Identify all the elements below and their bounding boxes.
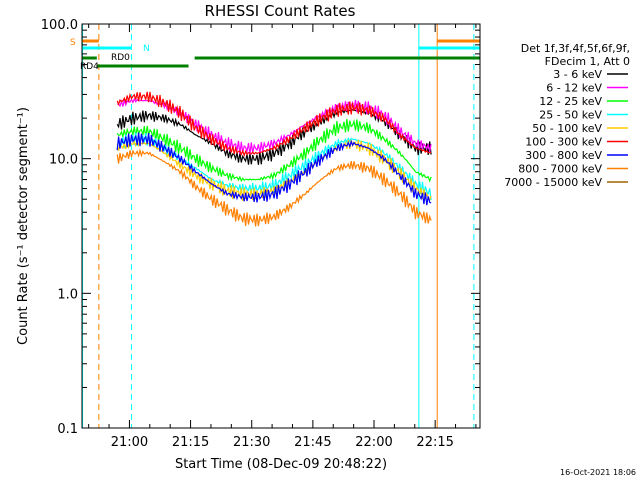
legend-header-line-2: FDecim 1, Att 0 bbox=[545, 55, 630, 68]
x-tick-label: 22:15 bbox=[416, 435, 453, 450]
series-line-3-6-kev bbox=[116, 108, 432, 165]
legend-entry-label: 50 - 100 keV bbox=[532, 122, 602, 135]
x-tick-label: 22:00 bbox=[355, 435, 392, 450]
y-tick-label: 1.0 bbox=[57, 287, 78, 302]
x-tick-label: 21:45 bbox=[294, 435, 331, 450]
series-line-300-800-kev bbox=[116, 132, 432, 206]
x-tick-label: 21:30 bbox=[233, 435, 270, 450]
series-line-800-7000-kev bbox=[116, 148, 432, 227]
annotation-markers: S N RD0 RD4 bbox=[70, 24, 480, 428]
legend-entry-label: 3 - 6 keV bbox=[553, 68, 602, 81]
series-line-100-300-kev bbox=[116, 91, 432, 158]
legend-header-line-1: Det 1f,3f,4f,5f,6f,9f, bbox=[521, 42, 630, 55]
marker-label: S bbox=[70, 38, 76, 48]
legend-entry-label: 100 - 300 keV bbox=[525, 136, 602, 149]
legend-entry-label: 300 - 800 keV bbox=[525, 149, 602, 162]
x-tick-label: 21:00 bbox=[111, 435, 148, 450]
y-tick-label: 100.0 bbox=[41, 18, 78, 33]
legend-entry-label: 25 - 50 keV bbox=[539, 109, 602, 122]
axes: 0.1 1.0 10.0 100.0 21:00 21:15 21:30 21:45 22:00… bbox=[41, 18, 480, 450]
series-line-12-25-kev bbox=[116, 118, 432, 183]
legend-entry-label: 800 - 7000 keV bbox=[518, 163, 602, 176]
chart-title: RHESSI Count Rates bbox=[205, 2, 356, 20]
y-axis-label: Count Rate (s⁻¹ detector segment⁻¹) bbox=[16, 107, 31, 345]
legend-entry-label: 12 - 25 keV bbox=[539, 95, 602, 108]
marker-label: RD4 bbox=[80, 62, 99, 72]
y-tick-label: 0.1 bbox=[57, 422, 78, 437]
plot-frame bbox=[81, 23, 481, 429]
marker-label: N bbox=[143, 44, 150, 54]
marker-label: RD0 bbox=[111, 53, 130, 63]
x-tick-label: 21:15 bbox=[172, 435, 209, 450]
y-tick-label: 10.0 bbox=[49, 153, 78, 168]
legend: Det 1f,3f,4f,5f,6f,9f, FDecim 1, Att 0 3… bbox=[504, 42, 630, 189]
legend-entry-label: 6 - 12 keV bbox=[546, 82, 602, 95]
series-line-50-100-kev bbox=[116, 139, 432, 202]
legend-entry-label: 7000 - 15000 keV bbox=[504, 176, 602, 189]
x-axis-label: Start Time (08-Dec-09 20:48:22) bbox=[175, 457, 387, 472]
footer-date: 16-Oct-2021 18:06 bbox=[560, 468, 636, 477]
series-group bbox=[116, 91, 432, 227]
